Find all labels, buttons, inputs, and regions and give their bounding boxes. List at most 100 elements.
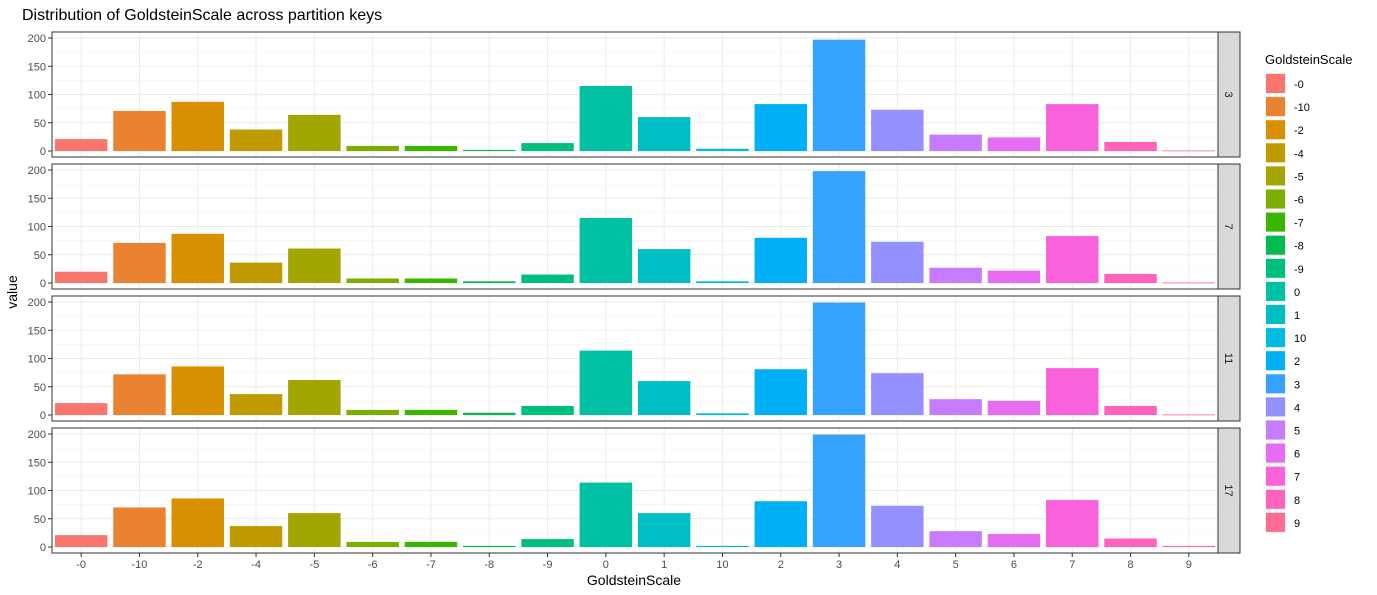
bar-3--4 [229, 129, 283, 151]
bar-17-4 [871, 505, 924, 547]
x-tick-label: -5 [309, 559, 319, 571]
legend-swatch [1266, 166, 1285, 186]
legend-swatch [1266, 397, 1285, 417]
legend-label: -6 [1294, 195, 1304, 207]
bar-17--2 [171, 498, 224, 547]
bar-11--5 [288, 379, 341, 415]
bar-17-9 [1162, 545, 1216, 547]
legend-label: 3 [1294, 379, 1300, 391]
bar-17--8 [463, 545, 516, 547]
bar-11-2 [754, 369, 807, 415]
facet-strip-label: 17 [1222, 484, 1234, 496]
bar-7--7 [404, 278, 458, 283]
bar-7-7 [1046, 236, 1099, 283]
x-tick-label: 5 [953, 559, 959, 571]
facet-panel-3: 0 50 100 150 200 3 [28, 31, 1241, 158]
y-tick-label: 150 [28, 193, 46, 205]
bar-11--9 [521, 405, 574, 415]
bar-7-8 [1104, 273, 1157, 283]
x-tick-label: 0 [603, 559, 609, 571]
y-tick-label: 100 [28, 222, 46, 234]
y-tick-label: 0 [40, 542, 46, 554]
x-tick-label: 1 [661, 559, 667, 571]
y-tick-label: 0 [40, 278, 46, 290]
bar-7--4 [229, 262, 283, 283]
bar-17--7 [404, 541, 458, 547]
bar-7--9 [521, 274, 574, 283]
facet-panel-11: 0 50 100 150 200 11 [28, 295, 1241, 422]
legend-swatch [1266, 512, 1285, 532]
bar-3-6 [987, 137, 1041, 151]
x-tick-label: 7 [1069, 559, 1075, 571]
legend-label: -4 [1294, 148, 1304, 160]
bar-11-9 [1162, 414, 1216, 416]
bar-7-4 [871, 241, 924, 283]
chart-title: Distribution of GoldsteinScale across pa… [22, 7, 382, 24]
bar-11-1 [637, 381, 691, 415]
bar-7--5 [288, 248, 341, 283]
bar-3--6 [346, 145, 399, 151]
bar-17-1 [637, 513, 691, 547]
legend-label: 8 [1294, 495, 1300, 507]
y-tick-label: 200 [28, 297, 46, 309]
bar-7--10 [113, 242, 166, 283]
y-tick-label: 150 [28, 61, 46, 73]
facet-panels: 0 50 100 150 200 3 0 50 100 150 200 7 0 50 100 150 200 11… [28, 31, 1241, 554]
legend-label: -5 [1294, 171, 1304, 183]
legend-swatch [1266, 74, 1285, 93]
legend-swatch [1266, 120, 1285, 140]
legend-swatch [1266, 212, 1285, 232]
bar-11-8 [1104, 405, 1157, 415]
y-tick-label: 150 [28, 457, 46, 469]
bar-11--2 [171, 366, 224, 415]
facet-strip-label: 11 [1222, 353, 1234, 364]
x-tick-label: 6 [1011, 559, 1017, 571]
legend-swatch [1266, 328, 1285, 348]
legend-label: -9 [1294, 264, 1304, 276]
bar-11-4 [871, 373, 924, 415]
x-tick-label: -6 [368, 559, 378, 571]
legend: GoldsteinScale -0 -10 -2 -4 -5 -6 -7 -8 -9 0 1 10 2 3… [1265, 52, 1352, 533]
legend-swatch [1266, 351, 1285, 371]
legend-swatch [1266, 443, 1285, 463]
bar-3--9 [521, 143, 574, 151]
legend-swatch [1266, 374, 1285, 394]
bar-17--10 [113, 507, 166, 547]
y-tick-label: 50 [34, 514, 46, 526]
bar-11-0 [579, 350, 633, 415]
legend-label: 9 [1294, 518, 1300, 530]
legend-swatch [1266, 189, 1285, 209]
legend-label: -0 [1294, 79, 1304, 91]
y-tick-label: 100 [28, 486, 46, 498]
x-tick-label: 9 [1186, 559, 1192, 571]
bar-11-5 [929, 399, 982, 415]
x-tick-label: -0 [76, 559, 86, 571]
legend-label: 7 [1294, 472, 1300, 484]
bar-7--0 [54, 271, 108, 283]
bar-7-1 [637, 249, 691, 283]
legend-label: 5 [1294, 426, 1300, 438]
bar-11-10 [696, 413, 749, 415]
bar-3-8 [1104, 141, 1157, 151]
y-tick-label: 200 [28, 165, 46, 177]
bar-7-5 [929, 267, 982, 283]
y-tick-label: 200 [28, 33, 46, 45]
bar-17-5 [929, 531, 982, 547]
bar-17-10 [696, 545, 749, 547]
legend-label: -8 [1294, 241, 1304, 253]
bar-11--8 [463, 412, 516, 415]
bar-7--2 [171, 233, 224, 283]
bar-3-5 [929, 134, 982, 151]
bar-17-0 [579, 482, 633, 547]
legend-swatch [1266, 489, 1285, 509]
bar-11--6 [346, 409, 399, 415]
bar-11--0 [54, 403, 108, 415]
legend-swatch [1266, 143, 1285, 163]
legend-label: 0 [1294, 287, 1300, 299]
bar-17-7 [1046, 500, 1099, 547]
x-tick-label: 10 [716, 559, 728, 571]
legend-label: -10 [1294, 102, 1310, 114]
bar-7--6 [346, 278, 399, 283]
bar-17--0 [54, 535, 108, 547]
bar-11-3 [812, 302, 866, 415]
